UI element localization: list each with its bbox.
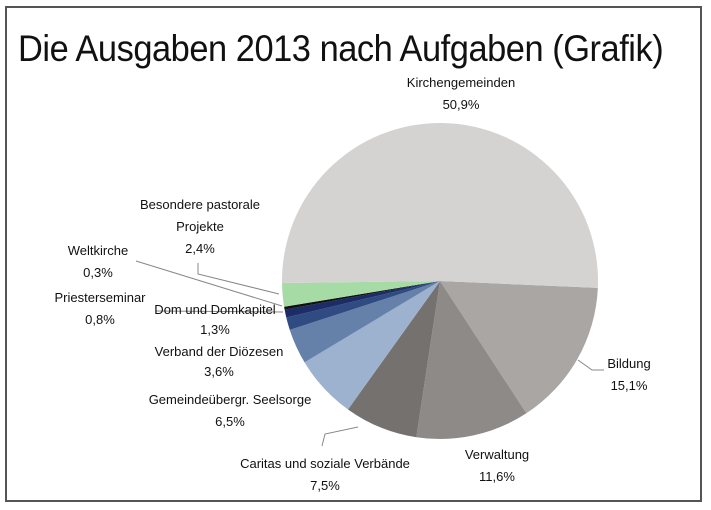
leader-line-bildung <box>577 359 604 371</box>
leader-line-weltkirche <box>135 260 283 307</box>
leader-line-besondere <box>197 263 280 295</box>
leader-lines <box>135 260 604 447</box>
pie-slice-bildung <box>440 281 598 414</box>
pie-slice-caritas-und-soziale-verbände <box>347 281 440 438</box>
pie-slice-dom-und-domkapitel <box>286 281 440 330</box>
label-kirchengemeinden: Kirchengemeinden 50,9% <box>406 75 516 112</box>
label-weltkirche: Weltkirche 0,3% <box>67 243 129 280</box>
pie-slice-gemeindeübergr-seelsorge <box>304 281 440 410</box>
label-dom-und-domkapitel: Dom und Domkapitel 1,3% <box>154 302 276 337</box>
pie-slice-verwaltung <box>416 281 527 439</box>
pie-slice-priesterseminar <box>284 281 440 318</box>
pie-slice-besondere-pastorale-projekte <box>282 281 440 307</box>
pie-slice-kirchengemeinden <box>282 122 598 288</box>
pie-slice-verband-der-diözesen <box>289 281 440 363</box>
label-verwaltung: Verwaltung 11,6% <box>464 447 530 484</box>
label-bildung: Bildung 15,1% <box>607 356 651 393</box>
leader-line-priesterseminar <box>155 310 284 313</box>
leader-line-caritas <box>321 426 359 447</box>
pie-slice-weltkirche <box>284 281 440 310</box>
label-besondere-pastorale-projekte: Besondere pastorale Projekte 2,4% <box>140 197 260 256</box>
label-gemeindeuebergr-seelsorge: Gemeindeübergr. Seelsorge 6,5% <box>148 392 312 429</box>
chart-title: Die Ausgaben 2013 nach Aufgaben (Grafik) <box>18 28 664 69</box>
chart-frame <box>5 6 702 502</box>
label-priesterseminar: Priesterseminar 0,8% <box>54 290 146 327</box>
label-caritas: Caritas und soziale Verbände 7,5% <box>240 456 410 493</box>
label-verband-der-dioezesen: Verband der Diözesen 3,6% <box>154 344 284 379</box>
